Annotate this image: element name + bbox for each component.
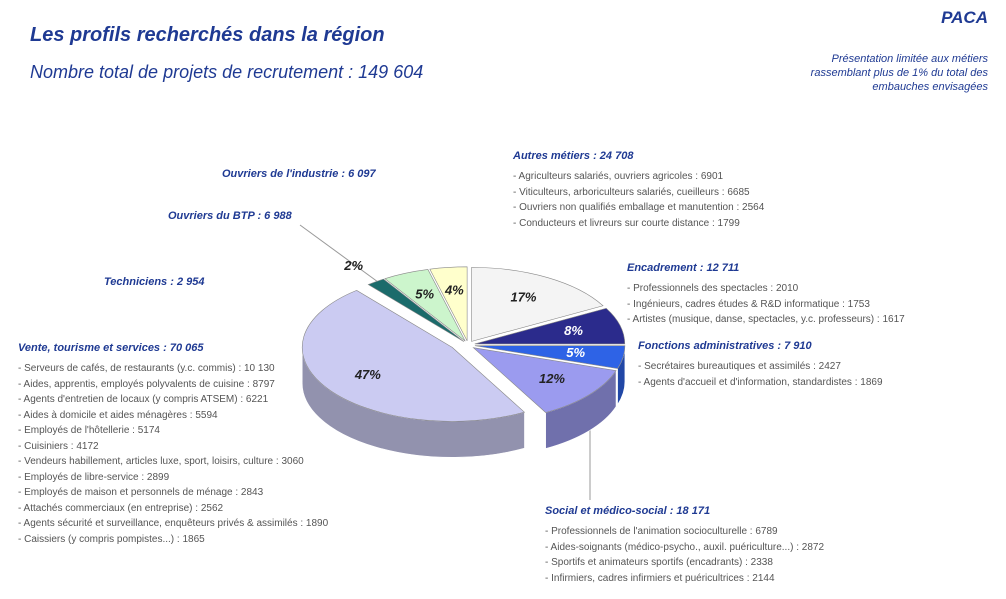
detail-item: - Aides-soignants (médico-psycho., auxil… <box>545 541 825 553</box>
category-block: Vente, tourisme et services : 70 065 - Se… <box>18 342 328 547</box>
category-label: Techniciens : 2 954 <box>104 276 205 288</box>
slice <box>474 345 626 369</box>
category-block: Ouvriers de l'industrie : 6 097 <box>222 168 376 180</box>
detail-item: - Viticulteurs, arboriculteurs salariés,… <box>513 186 750 198</box>
detail-item: - Vendeurs habillement, articles luxe, s… <box>18 456 304 467</box>
detail-item: - Aides, apprentis, employés polyvalents… <box>18 378 275 390</box>
detail-item: - Employés de l'hôtellerie : 5174 <box>18 425 160 436</box>
slice <box>474 307 626 345</box>
category-label: Ouvriers du BTP : 6 988 <box>168 210 292 222</box>
title: Les profils recherchés dans la région <box>30 24 385 46</box>
value-label: 8% <box>564 323 583 338</box>
subtitle: Nombre total de projets de recrutement :… <box>30 62 424 82</box>
detail-item: - Ingénieurs, cadres études & R&D inform… <box>627 298 870 310</box>
detail-item: - Aides à domicile et aides ménagères : … <box>18 409 218 421</box>
detail-list: - Professionnels des spectacles : 2010 - … <box>627 281 905 328</box>
slice <box>472 347 617 413</box>
value-label: 12% <box>539 371 565 386</box>
detail-item: - Agriculteurs salariés, ouvriers agrico… <box>513 171 724 182</box>
detail-item: - Cuisiniers : 4172 <box>18 440 99 452</box>
detail-item: - Employés de libre-service : 2899 <box>18 471 170 483</box>
detail-item: - Agents d'entretien de locaux (y compri… <box>18 394 269 405</box>
slice <box>471 267 604 342</box>
category-block: Autres métiers : 24 708 - Agriculteurs sa… <box>513 150 764 231</box>
note: Présentation limitée aux métiers rassembl… <box>811 52 988 94</box>
category-block: Ouvriers du BTP : 6 988 <box>168 210 292 222</box>
slice <box>384 269 466 342</box>
value-label: 47% <box>354 367 381 382</box>
value-label: 5% <box>415 286 434 301</box>
category-block: Fonctions administratives : 7 910 - Secré… <box>638 340 883 390</box>
category-label: Vente, tourisme et services : 70 065 <box>18 342 204 354</box>
category-block: Techniciens : 2 954 <box>104 276 204 288</box>
detail-list: - Secrétaires bureautiques et assimilés … <box>638 359 883 390</box>
value-label: 17% <box>510 290 536 305</box>
detail-item: - Employés de maison et personnels de mé… <box>18 487 264 498</box>
detail-list: - Professionnels de l'animation sociocul… <box>545 524 824 586</box>
detail-item: - Ouvriers non qualifiés emballage et ma… <box>513 202 765 213</box>
detail-list: - Agriculteurs salariés, ouvriers agrico… <box>513 169 764 231</box>
detail-item: - Agents d'accueil et d'information, sta… <box>638 376 883 388</box>
category-label: Social et médico-social : 18 171 <box>545 505 711 517</box>
slice <box>301 290 526 422</box>
note-line: rassemblant plus de 1% du total des <box>810 67 988 79</box>
detail-item: - Attachés commerciaux (en entreprise) :… <box>18 502 224 514</box>
detail-item: - Secrétaires bureautiques et assimilés … <box>638 361 841 372</box>
slice <box>367 278 465 342</box>
category-label: Encadrement : 12 711 <box>627 262 740 274</box>
detail-item: - Conducteurs et livreurs sur courte dis… <box>513 217 740 229</box>
note-line: Présentation limitée aux métiers <box>831 53 988 65</box>
detail-item: - Artistes (musique, danse, spectacles, … <box>627 314 905 325</box>
detail-item: - Serveurs de cafés, de restaurants (y.c… <box>18 363 275 374</box>
category-label: Autres métiers : 24 708 <box>513 150 634 162</box>
note-line: embauches envisagées <box>872 81 988 93</box>
detail-item: - Professionnels de l'animation sociocul… <box>545 526 778 537</box>
category-block: Social et médico-social : 18 171 - Profes… <box>545 505 824 586</box>
category-block: Encadrement : 12 711 - Professionnels des… <box>627 262 905 328</box>
value-label: 4% <box>444 282 464 297</box>
region: PACA <box>941 8 988 27</box>
value-label: 5% <box>566 345 585 360</box>
leader-line <box>299 224 379 283</box>
slice <box>429 266 468 341</box>
detail-item: - Sportifs et animateurs sportifs (encad… <box>545 557 773 568</box>
value-label: 2% <box>343 258 363 273</box>
detail-item: - Infirmiers, cadres infirmiers et puéri… <box>545 572 775 584</box>
detail-item: - Professionnels des spectacles : 2010 <box>627 283 799 294</box>
detail-item: - Agents sécurité et surveillance, enquê… <box>18 518 329 529</box>
detail-item: - Caissiers (y compris pompistes...) : 1… <box>18 533 205 545</box>
category-label: Ouvriers de l'industrie : 6 097 <box>222 168 376 180</box>
detail-list: - Serveurs de cafés, de restaurants (y.c… <box>18 361 328 547</box>
category-label: Fonctions administratives : 7 910 <box>638 340 812 352</box>
